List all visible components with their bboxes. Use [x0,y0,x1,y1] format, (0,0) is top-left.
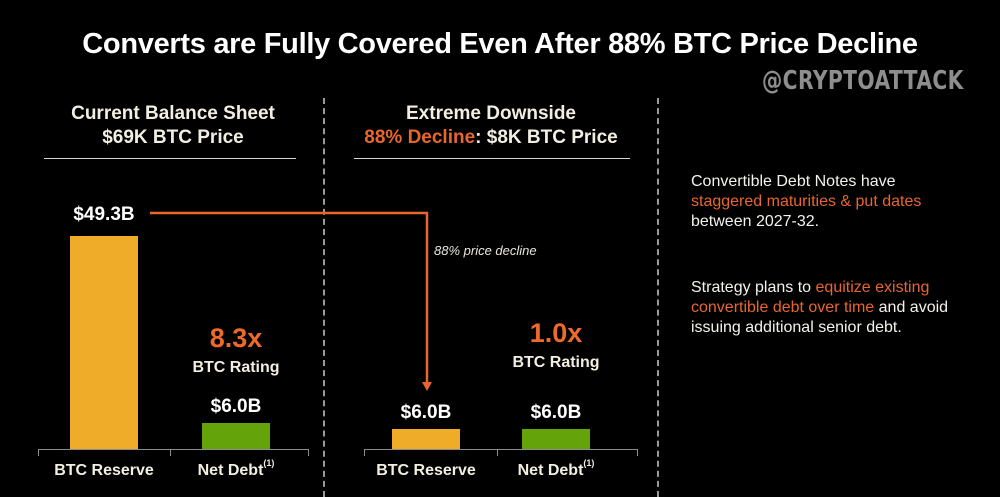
right-net-debt-bar [522,429,590,449]
left-category-net-debt-label: Net Debt [197,462,264,479]
note-2-highlight: equitize existing convertible debt over … [691,279,930,316]
right-category-btc-reserve: BTC Reserve [376,462,476,479]
right-category-net-debt-label: Net Debt [517,462,584,479]
arrow-label: 88% price decline [434,243,537,258]
right-heading-line1: Extreme Downside [406,103,576,124]
left-category-net-debt: Net Debt(1) [176,458,296,480]
left-axis-tick [38,449,39,456]
left-category-btc-reserve: BTC Reserve [54,462,154,479]
right-rating-label: BTC Rating [512,354,600,371]
right-axis-tick [364,449,365,456]
footnote-marker: (1) [263,458,275,468]
left-heading-rule [44,158,296,159]
left-rating-label: BTC Rating [192,359,280,376]
right-heading-line2: 88% Decline: $8K BTC Price [330,126,652,150]
right-rating-value: 1.0x [529,318,583,348]
note-2-text-end: and avoid issuing additional senior debt… [691,299,949,336]
right-heading-accent: 88% Decline [364,127,476,148]
panel-divider-right [657,98,659,497]
left-axis-tick [308,449,309,456]
right-category-net-debt: Net Debt(1) [496,458,616,480]
right-heading-rule [354,158,630,159]
note-2-text: Strategy plans to [691,279,816,296]
right-panel-heading: Extreme Downside 88% Decline: $8K BTC Pr… [330,102,652,150]
right-btc-reserve-value: $6.0B [400,402,452,423]
watermark: @CRYPTOATTACK [762,66,964,96]
left-axis-tick [170,449,171,456]
slide-title: Converts are Fully Covered Even After 88… [82,28,918,60]
right-net-debt-value: $6.0B [530,402,582,423]
left-x-axis [38,449,309,450]
left-heading-line2: $69K BTC Price [102,127,244,148]
note-1-text: Convertible Debt Notes have [691,173,896,190]
right-x-axis [364,449,638,450]
left-heading-line1: Current Balance Sheet [71,103,275,124]
left-btc-reserve-value: $49.3B [73,204,135,225]
right-btc-reserve-bar [392,429,460,449]
footnote-marker: (1) [583,458,595,468]
note-1-highlight: staggered maturities & put dates [691,193,922,210]
left-net-debt-bar [202,423,270,449]
note-maturities: Convertible Debt Notes have staggered ma… [691,172,966,232]
left-rating-value: 8.3x [209,323,263,353]
right-heading-rest: : $8K BTC Price [475,127,618,148]
left-net-debt-value: $6.0B [210,396,262,417]
left-panel-heading: Current Balance Sheet $69K BTC Price [38,102,308,150]
note-1-text-end: between 2027-32. [691,213,820,230]
left-btc-reserve-bar [70,236,138,449]
notes-panel: Convertible Debt Notes have staggered ma… [691,172,981,338]
note-equitize: Strategy plans to equitize existing conv… [691,278,976,338]
right-axis-tick [497,449,498,456]
panel-divider-left [323,98,325,497]
right-axis-tick [637,449,638,456]
